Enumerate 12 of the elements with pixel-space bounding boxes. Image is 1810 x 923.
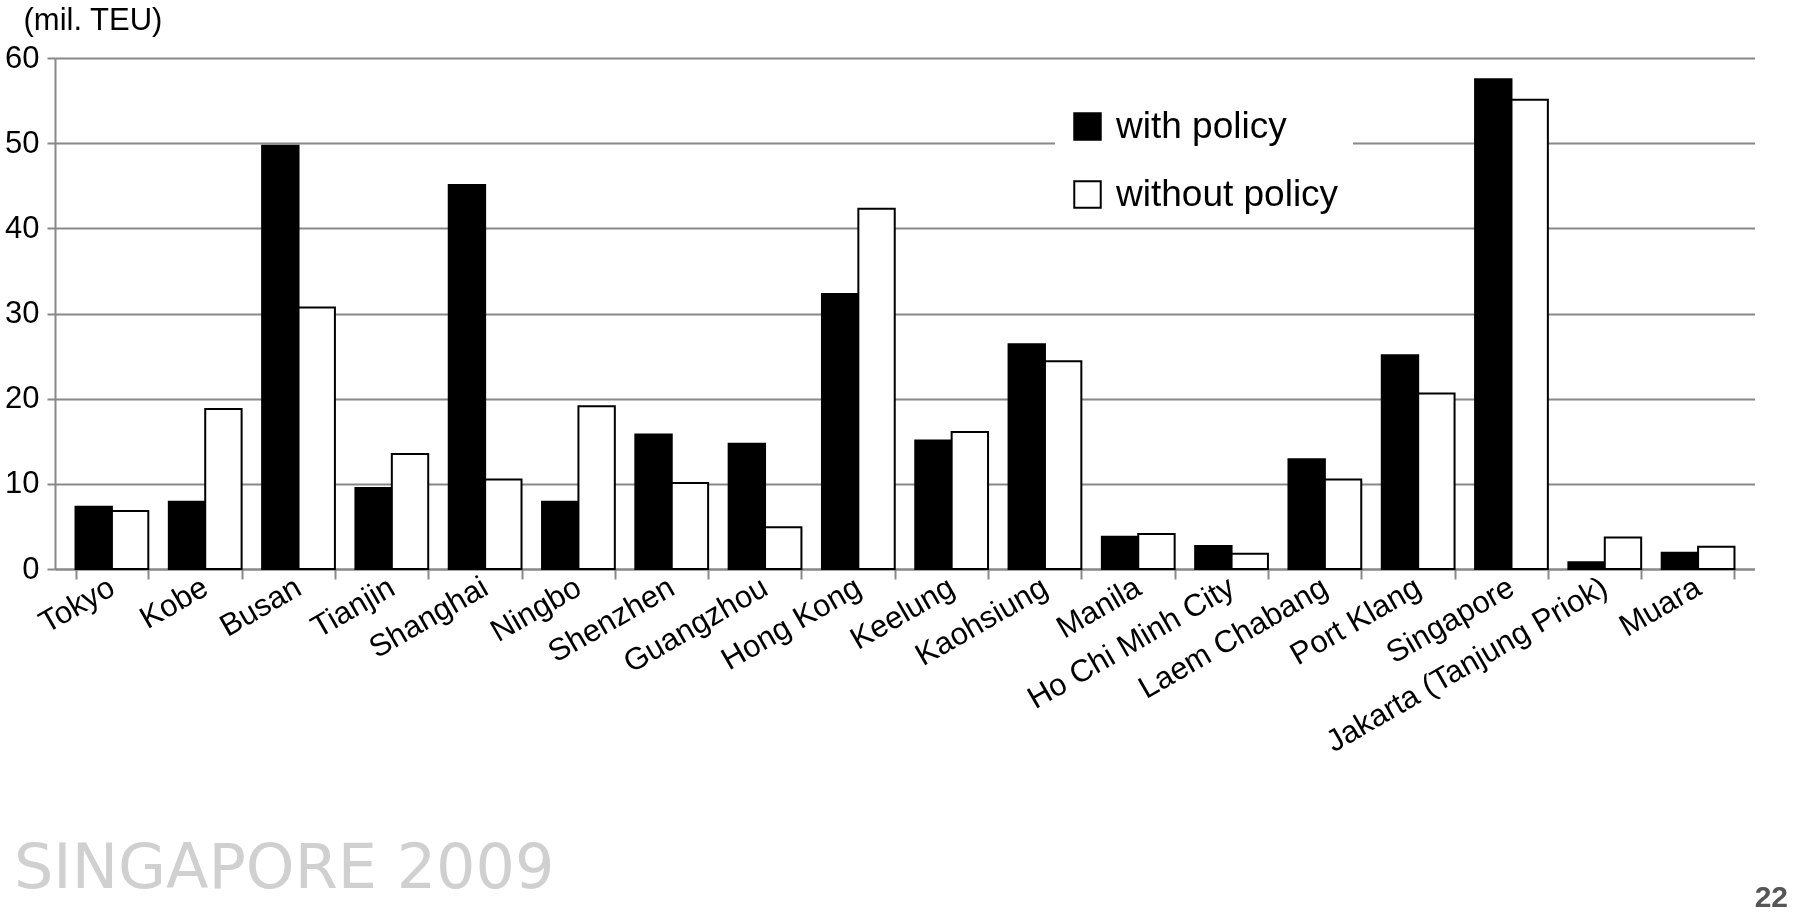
y-tick-label: 30 [5,295,40,330]
legend-label: with policy [1115,104,1288,146]
y-tick-label: 20 [5,380,40,416]
y-tick-label: 40 [5,209,40,245]
y-tick-label: 10 [5,465,40,501]
y-tick-label: 60 [5,39,40,75]
y-tick-label: 0 [22,550,40,586]
y-axis-title: (mil. TEU) [23,1,163,37]
x-tick-label: Kobe [133,569,214,636]
y-tick-label: 50 [5,124,40,160]
legend-label: without policy [1115,172,1339,214]
text: 22 [1754,880,1788,914]
